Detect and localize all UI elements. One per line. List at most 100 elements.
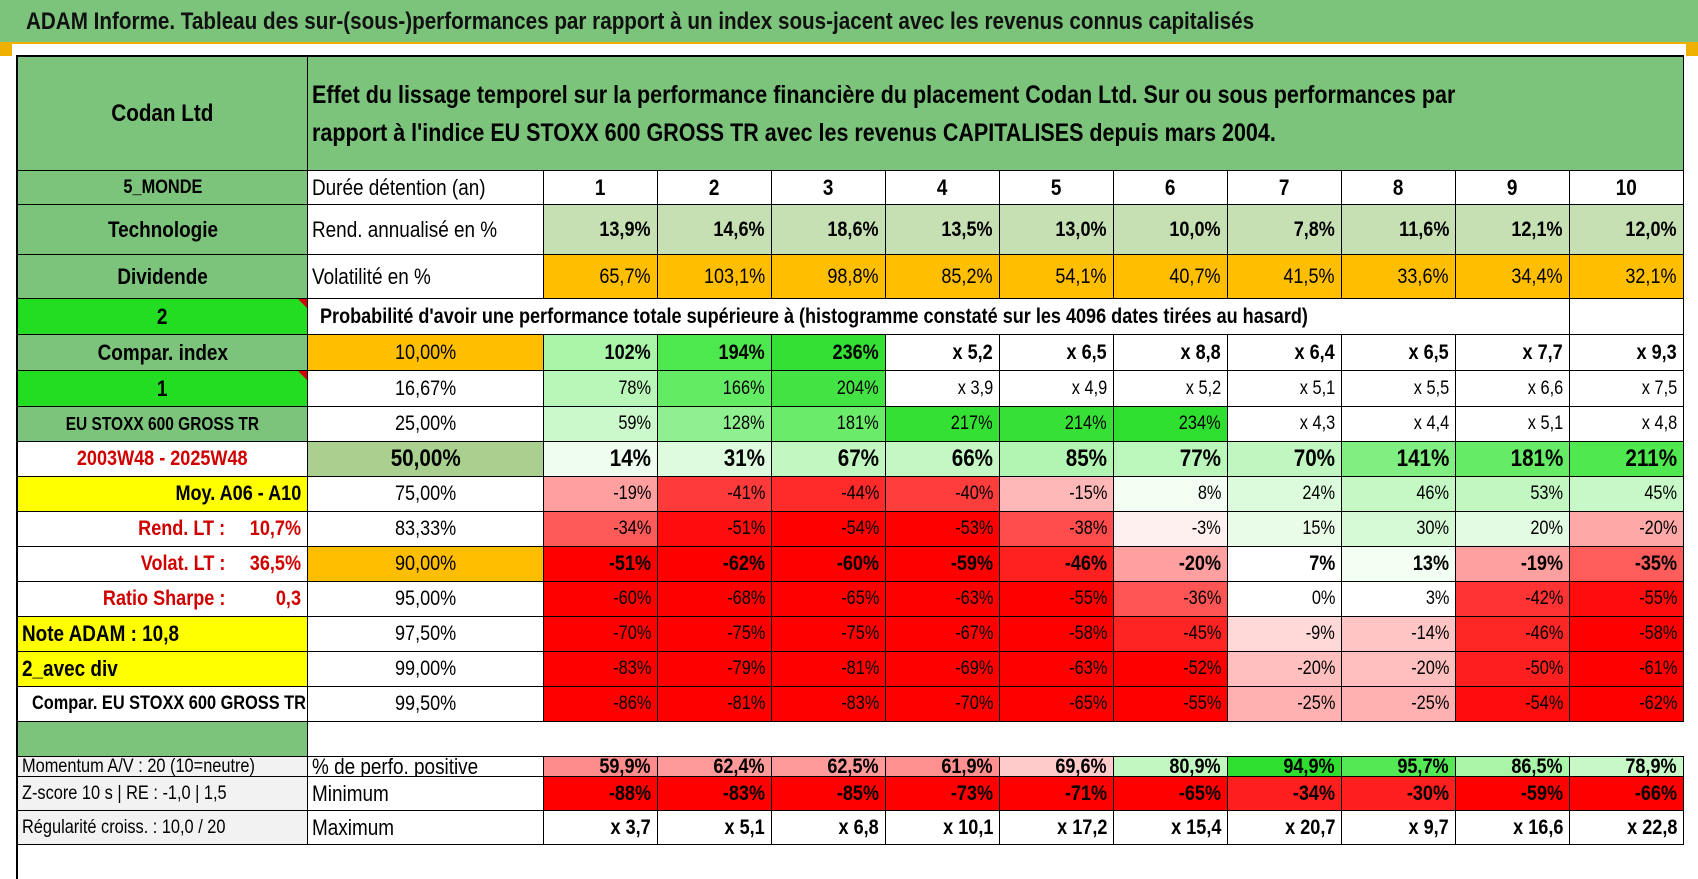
compar-index-label: Compar. index [18,335,308,371]
percentile-value: 234% [1114,407,1228,442]
percentile-label: 75,00% [308,477,544,512]
bottom-value: -73% [886,777,1000,811]
percentile-value: 46% [1342,477,1456,512]
percentile-value: -63% [886,582,1000,617]
percentile-value: -79% [658,652,772,687]
bottom-value: -88% [544,777,658,811]
description: Effet du lissage temporel sur la perform… [308,57,1684,171]
percentile-value: 128% [658,407,772,442]
percentile-value: 15% [1228,512,1342,547]
bottom-value: -85% [772,777,886,811]
percentile-value: -59% [886,547,1000,582]
vol-label: Volatilité en % [308,255,544,299]
gap-cell [886,722,1000,757]
percentile-label: 50,00% [308,442,544,477]
percentile-value: 141% [1342,442,1456,477]
percentile-value: -36% [1114,582,1228,617]
percentile-value: -44% [772,477,886,512]
bottom-value: x 20,7 [1228,811,1342,845]
selector-two[interactable]: 1 [18,371,308,407]
rend-value: 13,0% [1000,205,1114,255]
bottom-value: x 5,1 [658,811,772,845]
selector-one[interactable]: 2 [18,299,308,335]
percentile-value: x 6,4 [1228,335,1342,371]
percentile-value: -42% [1456,582,1570,617]
year-header: 6 [1114,171,1228,205]
percentile-value: -3% [1114,512,1228,547]
percentile-value: -53% [886,512,1000,547]
bottom-value: 61,9% [886,757,1000,777]
percentile-value: -65% [772,582,886,617]
percentile-value: 181% [1456,442,1570,477]
percentile-value: -70% [544,617,658,652]
percentile-value: 66% [886,442,1000,477]
percentile-value: -25% [1342,687,1456,722]
percentile-value: -20% [1228,652,1342,687]
percentile-label: 95,00% [308,582,544,617]
vol-value: 32,1% [1570,255,1684,299]
moy-label: Moy. A06 - A10 [18,477,308,512]
year-header: 10 [1570,171,1684,205]
bottom-value: 94,9% [1228,757,1342,777]
percentile-value: -67% [886,617,1000,652]
percentile-value: -46% [1000,547,1114,582]
percentile-value: -55% [1000,582,1114,617]
bottom-value: x 15,4 [1114,811,1228,845]
percentile-value: -15% [1000,477,1114,512]
bottom-value: x 16,6 [1456,811,1570,845]
percentile-value: -34% [544,512,658,547]
probability-description: Probabilité d'avoir une performance tota… [308,299,1570,335]
bottom-row-label: Minimum [308,777,544,811]
bottom-left-label: Momentum A/V : 20 (10=neutre) [18,757,308,777]
top-banner: ADAM Informe. Tableau des sur-(sous-)per… [0,0,1698,44]
year-header: 4 [886,171,1000,205]
percentile-value: -35% [1570,547,1684,582]
percentile-value: 194% [658,335,772,371]
bottom-value: -71% [1000,777,1114,811]
percentile-value: 8% [1114,477,1228,512]
percentile-value: -20% [1570,512,1684,547]
bottom-value: 59,9% [544,757,658,777]
percentile-value: 85% [1000,442,1114,477]
percentile-value: x 6,5 [1000,335,1114,371]
rend-value: 7,8% [1228,205,1342,255]
rend-value: 13,5% [886,205,1000,255]
percentile-value: -63% [1000,652,1114,687]
bottom-value: x 6,8 [772,811,886,845]
percentile-value: 70% [1228,442,1342,477]
gap-cell [1570,722,1684,757]
bottom-row-label: Maximum [308,811,544,845]
vol-value: 85,2% [886,255,1000,299]
percentile-value: -58% [1570,617,1684,652]
banner-title: ADAM Informe. Tableau des sur-(sous-)per… [26,8,1255,35]
rend-value: 10,0% [1114,205,1228,255]
percentile-value: x 4,3 [1228,407,1342,442]
percentile-value: x 3,9 [886,371,1000,407]
volat-lt-label: Volat. LT : [140,552,225,575]
percentile-value: -46% [1456,617,1570,652]
percentile-value: -45% [1114,617,1228,652]
gap-cell [1228,722,1342,757]
percentile-value: -83% [772,687,886,722]
vol-value: 34,4% [1456,255,1570,299]
rend-value: 14,6% [658,205,772,255]
vol-value: 103,1% [658,255,772,299]
percentile-label: 25,00% [308,407,544,442]
year-header: 7 [1228,171,1342,205]
percentile-value: 45% [1570,477,1684,512]
percentile-value: 217% [886,407,1000,442]
percentile-value: x 8,8 [1114,335,1228,371]
percentile-value: 181% [772,407,886,442]
corner-marker-left [0,42,12,56]
bottom-row-label: % de perfo. positive [308,757,544,777]
rend-lt-label: Rend. LT : [138,517,225,540]
percentile-value: 204% [772,371,886,407]
percentile-value: 20% [1456,512,1570,547]
percentile-label: 83,33% [308,512,544,547]
bottom-value: -30% [1342,777,1456,811]
percentile-value: -70% [886,687,1000,722]
percentile-value: 166% [658,371,772,407]
rend-value: 18,6% [772,205,886,255]
year-header: 3 [772,171,886,205]
percentile-value: 211% [1570,442,1684,477]
